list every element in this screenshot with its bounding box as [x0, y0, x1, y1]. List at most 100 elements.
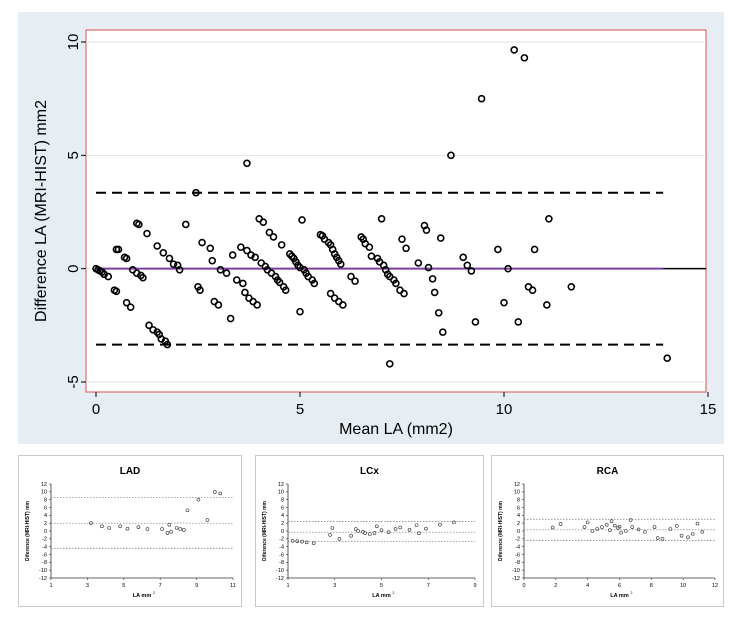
lad-y-tick-label-6: 0 — [44, 529, 47, 535]
rca-data-point-7 — [604, 522, 609, 527]
rca-y-tick-label-5: -2 — [515, 537, 520, 543]
data-point-9 — [112, 287, 121, 296]
lad-y-tick-label-4: -4 — [42, 544, 47, 550]
lad-y-tick-label-9: 6 — [44, 505, 47, 511]
lad-data-point-0 — [89, 521, 93, 525]
rca-y-tick-label-2: -8 — [515, 560, 520, 566]
lad-y-tick-label-12: 12 — [41, 482, 47, 488]
rca-y-axis-title: Diference (MRI-HIST) mm — [498, 500, 504, 561]
lad-data-point-2 — [107, 526, 112, 530]
data-point-84 — [296, 307, 304, 316]
rca-data-point-27 — [695, 521, 700, 526]
data-point-135 — [494, 245, 502, 254]
lad-data-point-12 — [178, 527, 183, 531]
data-point-43 — [216, 265, 225, 274]
rca-data-point-20 — [655, 536, 660, 540]
lcx-y-tick-label-7: 2 — [281, 521, 284, 527]
lcx-data-point-21 — [414, 523, 419, 527]
data-point-42 — [214, 301, 223, 309]
lad-data-point-1 — [100, 524, 104, 529]
data-point-144 — [545, 215, 553, 223]
x-tick-label-3: 15 — [700, 401, 717, 418]
data-point-99 — [347, 272, 355, 281]
lcx-y-tick-label-3: -6 — [279, 552, 284, 558]
data-point-78 — [298, 216, 306, 224]
rca-data-point-21 — [660, 537, 665, 541]
lad-x-tick-label-3: 7 — [159, 583, 162, 589]
data-point-57 — [243, 159, 251, 168]
lcx-y-tick-label-1: -10 — [276, 568, 284, 574]
lcx-data-point-7 — [337, 537, 342, 541]
lcx-y-axis-title: Diference (MRI-HIST) mm — [262, 500, 268, 561]
rca-data-point-8 — [608, 528, 612, 533]
lcx-data-point-19 — [398, 525, 402, 530]
data-point-17 — [135, 220, 143, 229]
rca-data-point-6 — [600, 525, 604, 529]
data-point-46 — [228, 251, 237, 259]
y-tick-label-0: -5 — [65, 375, 82, 388]
data-point-44 — [222, 269, 231, 278]
data-point-94 — [336, 260, 345, 268]
lcx-y-tick-label-2: -8 — [279, 560, 284, 566]
data-point-13 — [126, 303, 135, 312]
rca-x-tick-label-2: 4 — [586, 583, 589, 589]
data-point-116 — [400, 289, 408, 298]
data-point-130 — [459, 253, 468, 262]
rca-data-point-14 — [624, 529, 628, 533]
rca-data-point-18 — [643, 529, 647, 534]
y-tick-label-3: 10 — [65, 34, 82, 51]
rca-data-point-10 — [612, 523, 617, 528]
lcx-data-point-20 — [407, 528, 412, 532]
data-point-147 — [663, 354, 672, 363]
data-point-120 — [414, 259, 423, 267]
rca-y-tick-label-3: -6 — [515, 552, 520, 558]
data-point-48 — [237, 243, 245, 251]
data-point-127 — [436, 234, 445, 242]
y-tick-label-1: 0 — [65, 264, 82, 272]
lcx-y-tick-label-0: -12 — [276, 576, 284, 582]
rca-data-point-19 — [652, 525, 657, 529]
rca-chart-title: RCA — [596, 466, 619, 477]
rca-data-point-17 — [636, 527, 641, 532]
data-point-30 — [165, 254, 174, 263]
x-axis-title: Mean LA (mm2) — [339, 421, 453, 438]
lcx-data-point-12 — [363, 531, 367, 535]
lcx-x-tick-label-3: 7 — [427, 583, 430, 589]
data-point-136 — [500, 298, 508, 307]
main-chart: -5 0 5 10 0 5 10 15 Mean LA (mm2) Difference LA (… — [33, 29, 717, 438]
rca-data-point-5 — [595, 527, 600, 531]
rca-data-point-16 — [630, 525, 635, 529]
data-point-132 — [467, 267, 476, 275]
lcx-data-point-9 — [353, 527, 358, 531]
data-point-119 — [402, 244, 410, 253]
lcx-data-point-0 — [290, 538, 295, 543]
x-tick-label-2: 10 — [496, 401, 513, 418]
rca-y-tick-label-1: -10 — [512, 568, 520, 574]
data-point-55 — [251, 253, 259, 262]
lad-y-tick-label-10: 8 — [44, 497, 47, 503]
lad-x-tick-label-2: 5 — [122, 583, 125, 589]
lcx-data-point-10 — [356, 529, 360, 533]
lcx-y-tick-label-11: 10 — [278, 490, 284, 496]
lcx-data-point-5 — [328, 533, 332, 537]
data-point-39 — [206, 244, 215, 253]
lad-x-tick-label-4: 9 — [195, 583, 198, 589]
x-tick-label-0: 0 — [92, 401, 100, 418]
lad-data-point-15 — [196, 497, 201, 502]
lcx-x-axis-title: LA mm — [372, 593, 391, 599]
rca-y-tick-label-4: -4 — [515, 544, 520, 550]
rca-y-tick-label-11: 10 — [514, 490, 520, 496]
data-point-143 — [530, 245, 539, 254]
data-point-105 — [367, 252, 376, 260]
data-point-5 — [104, 272, 113, 281]
lad-x-tick-label-1: 3 — [86, 583, 89, 589]
rca-data-point-23 — [675, 524, 679, 528]
lad-y-axis-title: Diference (MRI-HIST) mm — [25, 500, 31, 561]
data-point-65 — [269, 233, 278, 241]
lad-chart-title: LAD — [119, 466, 141, 477]
lcx-chart-title: LCx — [360, 466, 379, 477]
lad-data-point-7 — [160, 527, 164, 531]
data-point-123 — [424, 263, 433, 272]
lcx-x-tick-label-2: 5 — [380, 583, 383, 589]
